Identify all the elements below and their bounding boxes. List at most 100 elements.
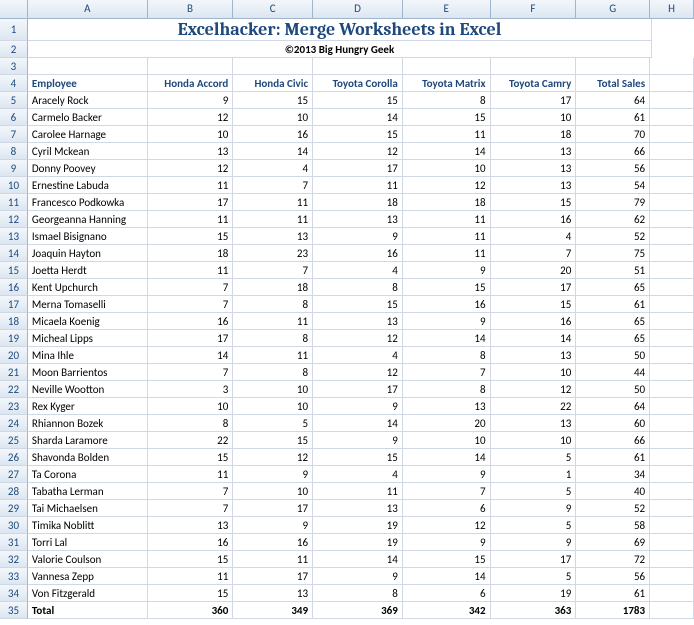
row-header-12[interactable]: 12 xyxy=(0,211,28,228)
cell-H13[interactable] xyxy=(650,228,694,245)
cell-H16[interactable] xyxy=(650,279,694,296)
employee-name[interactable]: Tai Michaelsen xyxy=(28,500,148,517)
employee-name[interactable]: Cyril Mckean xyxy=(28,143,148,160)
cell-H31[interactable] xyxy=(650,534,694,551)
cell-H15[interactable] xyxy=(650,262,694,279)
data-cell[interactable]: 12 xyxy=(148,160,234,177)
cell-H34[interactable] xyxy=(650,585,694,602)
col-header-H[interactable]: H xyxy=(650,0,694,18)
data-cell[interactable]: 12 xyxy=(313,330,403,347)
data-cell[interactable]: 79 xyxy=(576,194,650,211)
data-cell[interactable]: 23 xyxy=(233,245,313,262)
data-cell[interactable]: 11 xyxy=(403,228,491,245)
data-cell[interactable]: 6 xyxy=(403,500,491,517)
data-cell[interactable]: 61 xyxy=(576,296,650,313)
data-cell[interactable]: 11 xyxy=(313,177,403,194)
data-cell[interactable]: 72 xyxy=(576,551,650,568)
data-cell[interactable]: 5 xyxy=(491,568,577,585)
data-cell[interactable]: 14 xyxy=(148,347,234,364)
data-cell[interactable]: 18 xyxy=(313,194,403,211)
row-header-15[interactable]: 15 xyxy=(0,262,28,279)
employee-name[interactable]: Vannesa Zepp xyxy=(28,568,148,585)
employee-name[interactable]: Shavonda Bolden xyxy=(28,449,148,466)
total-v2[interactable]: 369 xyxy=(313,602,403,619)
data-cell[interactable]: 11 xyxy=(233,194,313,211)
row-header-10[interactable]: 10 xyxy=(0,177,28,194)
data-cell[interactable]: 11 xyxy=(403,211,491,228)
data-cell[interactable]: 14 xyxy=(403,143,491,160)
cell-C3[interactable] xyxy=(233,58,313,75)
total-v4[interactable]: 363 xyxy=(491,602,577,619)
data-cell[interactable]: 15 xyxy=(233,432,313,449)
hdr-col-4[interactable]: Toyota Camry xyxy=(491,75,577,92)
col-header-F[interactable]: F xyxy=(491,0,577,18)
data-cell[interactable]: 9 xyxy=(313,228,403,245)
data-cell[interactable]: 15 xyxy=(491,296,577,313)
data-cell[interactable]: 10 xyxy=(403,160,491,177)
data-cell[interactable]: 8 xyxy=(313,585,403,602)
cell-D3[interactable] xyxy=(313,58,403,75)
employee-name[interactable]: Timika Noblitt xyxy=(28,517,148,534)
data-cell[interactable]: 20 xyxy=(491,262,577,279)
data-cell[interactable]: 61 xyxy=(576,585,650,602)
data-cell[interactable]: 17 xyxy=(491,551,577,568)
row-header-8[interactable]: 8 xyxy=(0,143,28,160)
data-cell[interactable]: 13 xyxy=(313,313,403,330)
data-cell[interactable]: 4 xyxy=(313,347,403,364)
data-cell[interactable]: 13 xyxy=(491,177,577,194)
data-cell[interactable]: 69 xyxy=(576,534,650,551)
data-cell[interactable]: 12 xyxy=(491,381,577,398)
data-cell[interactable]: 15 xyxy=(148,551,234,568)
row-header-33[interactable]: 33 xyxy=(0,568,28,585)
cell-H9[interactable] xyxy=(650,160,694,177)
data-cell[interactable]: 56 xyxy=(576,568,650,585)
cell-H27[interactable] xyxy=(650,466,694,483)
cell-B3[interactable] xyxy=(148,58,234,75)
data-cell[interactable]: 11 xyxy=(148,262,234,279)
row-header-29[interactable]: 29 xyxy=(0,500,28,517)
data-cell[interactable]: 15 xyxy=(148,449,234,466)
data-cell[interactable]: 8 xyxy=(403,92,491,109)
data-cell[interactable]: 11 xyxy=(148,177,234,194)
data-cell[interactable]: 15 xyxy=(403,279,491,296)
cell-H35[interactable] xyxy=(650,602,694,619)
data-cell[interactable]: 70 xyxy=(576,126,650,143)
data-cell[interactable]: 10 xyxy=(233,381,313,398)
employee-name[interactable]: Kent Upchurch xyxy=(28,279,148,296)
col-header-A[interactable]: A xyxy=(28,0,148,18)
data-cell[interactable]: 56 xyxy=(576,160,650,177)
row-header-17[interactable]: 17 xyxy=(0,296,28,313)
data-cell[interactable]: 17 xyxy=(233,568,313,585)
data-cell[interactable]: 17 xyxy=(148,330,234,347)
hdr-col-3[interactable]: Toyota Matrix xyxy=(403,75,491,92)
data-cell[interactable]: 11 xyxy=(403,245,491,262)
total-v3[interactable]: 342 xyxy=(403,602,491,619)
cell-H8[interactable] xyxy=(650,143,694,160)
data-cell[interactable]: 66 xyxy=(576,432,650,449)
cell-H14[interactable] xyxy=(650,245,694,262)
data-cell[interactable]: 4 xyxy=(313,466,403,483)
data-cell[interactable]: 4 xyxy=(491,228,577,245)
employee-name[interactable]: Ernestine Labuda xyxy=(28,177,148,194)
data-cell[interactable]: 5 xyxy=(491,483,577,500)
data-cell[interactable]: 14 xyxy=(313,109,403,126)
data-cell[interactable]: 66 xyxy=(576,143,650,160)
employee-name[interactable]: Donny Poovey xyxy=(28,160,148,177)
col-header-D[interactable]: D xyxy=(313,0,403,18)
data-cell[interactable]: 18 xyxy=(233,279,313,296)
data-cell[interactable]: 15 xyxy=(313,449,403,466)
data-cell[interactable]: 34 xyxy=(576,466,650,483)
data-cell[interactable]: 15 xyxy=(403,551,491,568)
data-cell[interactable]: 16 xyxy=(491,313,577,330)
row-header-16[interactable]: 16 xyxy=(0,279,28,296)
data-cell[interactable]: 22 xyxy=(148,432,234,449)
data-cell[interactable]: 11 xyxy=(148,466,234,483)
data-cell[interactable]: 15 xyxy=(313,92,403,109)
data-cell[interactable]: 11 xyxy=(233,313,313,330)
employee-name[interactable]: Tabatha Lerman xyxy=(28,483,148,500)
data-cell[interactable]: 22 xyxy=(491,398,577,415)
total-label[interactable]: Total xyxy=(28,602,148,619)
data-cell[interactable]: 15 xyxy=(491,194,577,211)
data-cell[interactable]: 20 xyxy=(403,415,491,432)
data-cell[interactable]: 13 xyxy=(491,143,577,160)
